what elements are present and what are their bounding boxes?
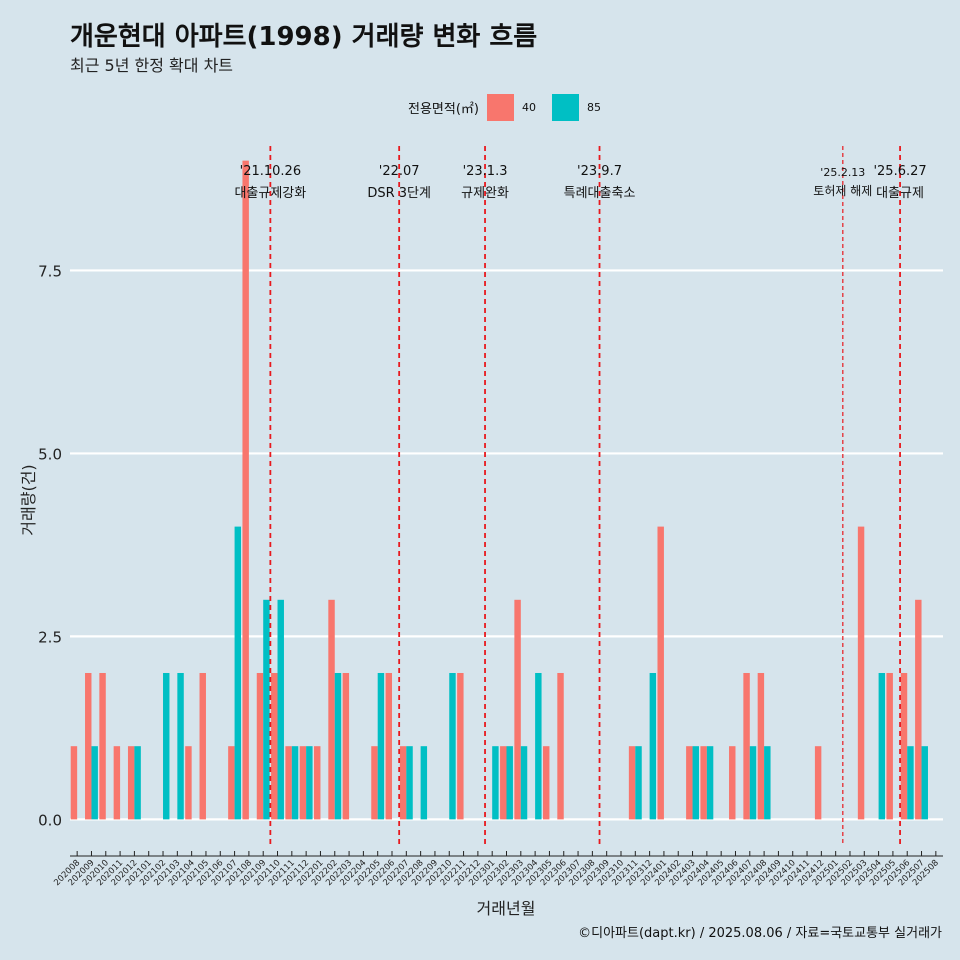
legend-swatch-85 <box>551 93 579 121</box>
legend-swatch-40 <box>486 93 514 121</box>
event-label: 대출규제 <box>876 186 924 201</box>
bar-40-202109 <box>256 672 264 820</box>
bar-85-202111 <box>291 746 299 820</box>
bar-40-202401 <box>657 526 664 820</box>
bar-40-202107 <box>228 746 235 820</box>
bar-40-202010 <box>99 672 106 820</box>
bar-40-202408 <box>757 672 765 820</box>
event-date: '25.6.27 <box>873 164 926 179</box>
event-date: '25.2.13 <box>820 166 865 179</box>
bar-85-202303 <box>520 746 528 820</box>
bar-40-202412 <box>814 746 822 820</box>
bar-40-202008 <box>70 746 78 820</box>
bar-40-202507 <box>915 599 922 820</box>
event-date: '21.10.26 <box>240 164 301 179</box>
bar-85-202103 <box>177 672 184 820</box>
event-label: 토허제 해제 <box>813 184 872 198</box>
bar-40-202011 <box>113 746 121 820</box>
legend: 전용면적(㎡) 40 85 <box>408 92 617 122</box>
bar-85-202408 <box>764 746 771 820</box>
bar-40-202503 <box>857 526 865 820</box>
x-axis-label: 거래년월 <box>477 899 536 918</box>
event-label: DSR 3단계 <box>367 186 431 201</box>
bar-40-202105 <box>199 672 206 820</box>
y-tick-label: 5.0 <box>38 445 62 463</box>
bar-85-202205 <box>377 672 385 820</box>
bar-85-202301 <box>492 746 499 820</box>
y-tick-label: 0.0 <box>38 811 62 829</box>
bars <box>70 160 928 820</box>
bar-85-202202 <box>334 672 342 820</box>
chart-subtitle: 최근 5년 한정 확대 차트 <box>70 56 234 75</box>
bar-85-202504 <box>878 672 886 820</box>
y-tick-label: 7.5 <box>38 262 62 280</box>
chart-title: 개운현대 아파트(1998) 거래량 변화 흐름 <box>70 22 538 52</box>
bar-85-202110 <box>277 599 284 820</box>
bar-85-202107 <box>234 526 242 820</box>
bar-40-202203 <box>342 672 350 820</box>
event-label: 대출규제강화 <box>234 186 306 201</box>
y-axis-label: 거래량(건) <box>19 464 38 535</box>
bar-85-202304 <box>535 672 542 820</box>
bar-40-202407 <box>743 672 750 820</box>
bar-85-202102 <box>163 672 170 820</box>
y-tick-label: 2.5 <box>38 628 62 646</box>
bar-40-202201 <box>314 746 321 820</box>
bar-40-202207 <box>399 746 407 820</box>
bar-40-202305 <box>542 746 550 820</box>
bar-85-202404 <box>706 746 714 820</box>
bar-40-202505 <box>886 672 893 820</box>
bar-85-202312 <box>649 672 657 820</box>
bar-40-202211 <box>457 672 464 820</box>
event-label: 규제완화 <box>461 186 509 201</box>
bar-85-202311 <box>635 746 642 820</box>
bar-40-202104 <box>185 746 192 820</box>
bar-85-202109 <box>263 599 270 820</box>
bar-85-202407 <box>749 746 757 820</box>
bar-40-202112 <box>299 746 307 820</box>
event-date: '23.1.3 <box>463 164 508 179</box>
bar-85-202112 <box>306 746 313 820</box>
bar-85-202506 <box>907 746 914 820</box>
legend-title: 전용면적(㎡) <box>408 101 479 117</box>
bar-40-202111 <box>285 746 292 820</box>
bar-40-202404 <box>700 746 707 820</box>
x-axis: 2020082020092020102020112020122021012021… <box>52 851 943 888</box>
bar-40-202306 <box>557 672 564 820</box>
bar-40-202303 <box>514 599 521 820</box>
event-label: 특례대출축소 <box>564 186 636 201</box>
bar-40-202205 <box>371 746 378 820</box>
bar-85-202009 <box>91 746 98 820</box>
caption: ©디아파트(dapt.kr) / 2025.08.06 / 자료=국토교통부 실… <box>578 926 942 941</box>
bar-40-202302 <box>500 746 507 820</box>
bar-85-202302 <box>506 746 513 820</box>
bar-85-202210 <box>449 672 456 820</box>
bar-85-202207 <box>406 746 413 820</box>
policy-events: '21.10.26 대출규제강화 '22.07 DSR 3단계 '23.1.3 규제완화 '… <box>234 146 927 845</box>
bar-40-202009 <box>85 672 92 820</box>
bar-85-202507 <box>921 746 928 820</box>
bar-40-202403 <box>686 746 693 820</box>
bar-40-202506 <box>900 672 908 820</box>
bar-40-202110 <box>271 672 278 820</box>
legend-label-40: 40 <box>521 100 536 114</box>
bar-40-202206 <box>385 672 393 820</box>
bar-40-202311 <box>628 746 636 820</box>
bar-40-202012 <box>127 746 135 820</box>
event-date: '23.9.7 <box>577 164 622 179</box>
y-axis: 0.0 2.5 5.0 7.5 <box>38 262 62 829</box>
bar-40-202202 <box>328 599 335 820</box>
bar-85-202403 <box>692 746 699 820</box>
bar-40-202406 <box>729 746 736 820</box>
event-date: '22.07 <box>379 164 420 179</box>
bar-85-202208 <box>420 746 428 820</box>
legend-label-85: 85 <box>586 100 601 114</box>
bar-40-202108 <box>242 160 249 820</box>
bar-85-202012 <box>134 746 141 820</box>
